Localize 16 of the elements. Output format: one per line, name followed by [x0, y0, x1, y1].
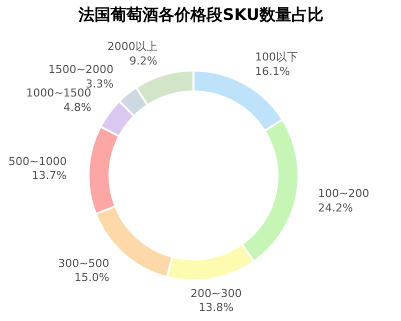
chart-title: 法国葡萄酒各价格段SKU数量占比	[78, 5, 324, 24]
data-label: 16.1%	[254, 65, 290, 78]
data-label: 13.7%	[32, 169, 67, 182]
slice-label: 1000~1500	[26, 86, 92, 100]
slice-label: 100以下	[254, 50, 298, 64]
slice-label: 2000以上	[107, 40, 158, 54]
data-label: 4.8%	[63, 100, 92, 114]
data-label: 15.0%	[74, 271, 110, 284]
slice-label: 100~200	[318, 186, 370, 200]
slice-label: 1500~2000	[48, 63, 114, 76]
slice-label: 500~1000	[8, 154, 67, 168]
data-label: 9.2%	[129, 54, 158, 68]
slice-label: 300~500	[58, 256, 110, 270]
slice-label: 200~300	[190, 286, 242, 300]
data-label: 13.8%	[198, 301, 234, 314]
data-label: 24.2%	[318, 201, 353, 214]
